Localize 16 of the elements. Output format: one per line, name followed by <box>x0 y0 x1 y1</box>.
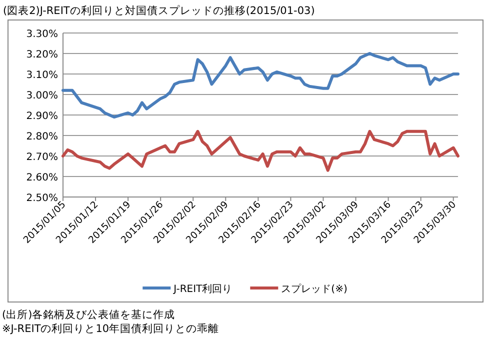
legend-label: J-REIT利回り <box>172 283 232 295</box>
text: ※J-REITの利回りと10年国債利回りとの乖離 <box>2 322 220 335</box>
y-tick-label: 3.00% <box>26 90 58 102</box>
line-series <box>62 130 460 172</box>
y-tick-label: 3.30% <box>26 29 58 40</box>
y-tick-label: 2.70% <box>26 152 58 163</box>
y-tick-label: 2.50% <box>26 193 58 204</box>
y-tick-label: 2.60% <box>26 172 58 184</box>
chart-title: (図表2)J-REITの利回りと対国債スプレッドの推移(2015/01-03) <box>3 4 315 17</box>
legend-label: スプレッド(※) <box>281 283 348 295</box>
line-series <box>62 52 460 119</box>
y-tick-label: 3.10% <box>26 70 58 81</box>
text: (出所)各銘柄及び公表値を基に作成 <box>2 308 176 321</box>
y-tick-label: 2.80% <box>26 132 58 142</box>
y-tick-label: 2.90% <box>26 111 58 122</box>
y-tick-label: 3.20% <box>26 50 58 60</box>
